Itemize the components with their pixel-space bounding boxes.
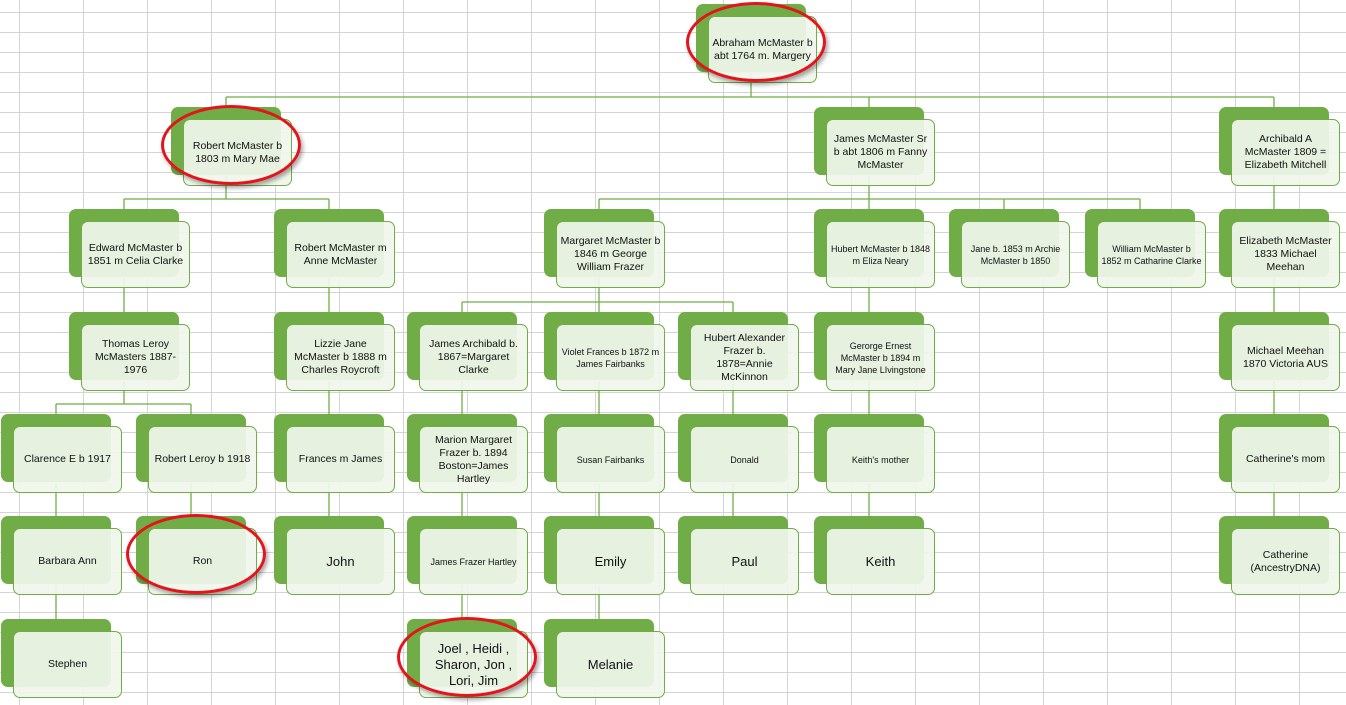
person-node-jamessr[interactable]: James McMaster Sr b abt 1806 m Fanny McM… xyxy=(814,107,937,188)
person-label: Thomas Leroy McMasters 1887-1976 xyxy=(81,324,190,391)
person-node-george[interactable]: Gerorge Ernest McMaster b 1894 m Mary Ja… xyxy=(814,312,937,393)
person-label: Joel , Heidi , Sharon, Jon , Lori, Jim xyxy=(419,631,528,698)
person-label: James Archibald b. 1867=Margaret Clarke xyxy=(419,324,528,391)
person-label: Jane b. 1853 m Archie McMaster b 1850 xyxy=(961,221,1070,288)
person-label: Hubert McMaster b 1848 m Eliza Neary xyxy=(826,221,935,288)
person-node-jfh[interactable]: James Frazer Hartley xyxy=(407,516,530,597)
person-node-catmom[interactable]: Catherine's mom xyxy=(1219,414,1342,495)
person-node-abraham[interactable]: Abraham McMaster b abt 1764 m. Margery xyxy=(696,4,819,85)
person-label: Paul xyxy=(690,528,799,595)
person-node-hubertalex[interactable]: Hubert Alexander Frazer b. 1878=Annie Mc… xyxy=(678,312,801,393)
person-node-robertleroy[interactable]: Robert Leroy b 1918 xyxy=(136,414,259,495)
person-label: Emily xyxy=(556,528,665,595)
person-node-susan[interactable]: Susan Fairbanks xyxy=(544,414,667,495)
person-label: Robert McMaster b 1803 m Mary Mae xyxy=(183,119,292,186)
person-node-catherine[interactable]: Catherine (AncestryDNA) xyxy=(1219,516,1342,597)
person-label: Ron xyxy=(148,528,257,595)
person-node-hubert[interactable]: Hubert McMaster b 1848 m Eliza Neary xyxy=(814,209,937,290)
person-node-elizabeth[interactable]: Elizabeth McMaster 1833 Michael Meehan xyxy=(1219,209,1342,290)
person-node-melanie[interactable]: Melanie xyxy=(544,619,667,700)
person-node-barbara[interactable]: Barbara Ann xyxy=(1,516,124,597)
person-node-donald[interactable]: Donald xyxy=(678,414,801,495)
person-label: Stephen xyxy=(13,631,122,698)
person-label: Violet Frances b 1872 m James Fairbanks xyxy=(556,324,665,391)
person-node-violet[interactable]: Violet Frances b 1872 m James Fairbanks xyxy=(544,312,667,393)
person-label: John xyxy=(286,528,395,595)
person-label: Michael Meehan 1870 Victoria AUS xyxy=(1231,324,1340,391)
person-label: Lizzie Jane McMaster b 1888 m Charles Ro… xyxy=(286,324,395,391)
person-node-michael[interactable]: Michael Meehan 1870 Victoria AUS xyxy=(1219,312,1342,393)
person-label: Susan Fairbanks xyxy=(556,426,665,493)
person-label: Margaret McMaster b 1846 m George Willia… xyxy=(556,221,665,288)
person-label: Edward McMaster b 1851 m Celia Clarke xyxy=(81,221,190,288)
person-label: Elizabeth McMaster 1833 Michael Meehan xyxy=(1231,221,1340,288)
person-node-frances[interactable]: Frances m James xyxy=(274,414,397,495)
person-label: Gerorge Ernest McMaster b 1894 m Mary Ja… xyxy=(826,324,935,391)
person-node-margaret[interactable]: Margaret McMaster b 1846 m George Willia… xyxy=(544,209,667,290)
person-label: Keith's mother xyxy=(826,426,935,493)
person-node-keithmom[interactable]: Keith's mother xyxy=(814,414,937,495)
person-node-robert2[interactable]: Robert McMaster m Anne McMaster xyxy=(274,209,397,290)
person-label: James McMaster Sr b abt 1806 m Fanny McM… xyxy=(826,119,935,186)
person-label: Marion Margaret Frazer b. 1894 Boston=Ja… xyxy=(419,426,528,493)
person-node-lizzie[interactable]: Lizzie Jane McMaster b 1888 m Charles Ro… xyxy=(274,312,397,393)
person-node-clarence[interactable]: Clarence E b 1917 xyxy=(1,414,124,495)
person-label: Clarence E b 1917 xyxy=(13,426,122,493)
person-node-marion[interactable]: Marion Margaret Frazer b. 1894 Boston=Ja… xyxy=(407,414,530,495)
person-node-ron[interactable]: Ron xyxy=(136,516,259,597)
person-node-thomas[interactable]: Thomas Leroy McMasters 1887-1976 xyxy=(69,312,192,393)
person-label: Keith xyxy=(826,528,935,595)
person-node-keith[interactable]: Keith xyxy=(814,516,937,597)
person-node-archibald[interactable]: Archibald A McMaster 1809 = Elizabeth Mi… xyxy=(1219,107,1342,188)
person-label: Frances m James xyxy=(286,426,395,493)
person-label: Donald xyxy=(690,426,799,493)
person-node-paul[interactable]: Paul xyxy=(678,516,801,597)
person-label: Robert McMaster m Anne McMaster xyxy=(286,221,395,288)
person-label: Hubert Alexander Frazer b. 1878=Annie Mc… xyxy=(690,324,799,391)
person-node-john[interactable]: John xyxy=(274,516,397,597)
person-label: Catherine's mom xyxy=(1231,426,1340,493)
person-node-jamesarch[interactable]: James Archibald b. 1867=Margaret Clarke xyxy=(407,312,530,393)
person-node-jane[interactable]: Jane b. 1853 m Archie McMaster b 1850 xyxy=(949,209,1072,290)
person-label: Barbara Ann xyxy=(13,528,122,595)
person-node-robert[interactable]: Robert McMaster b 1803 m Mary Mae xyxy=(171,107,294,188)
person-label: Robert Leroy b 1918 xyxy=(148,426,257,493)
person-label: William McMaster b 1852 m Catharine Clar… xyxy=(1097,221,1206,288)
person-label: Archibald A McMaster 1809 = Elizabeth Mi… xyxy=(1231,119,1340,186)
person-label: Abraham McMaster b abt 1764 m. Margery xyxy=(708,16,817,83)
person-label: Catherine (AncestryDNA) xyxy=(1231,528,1340,595)
person-node-stephen[interactable]: Stephen xyxy=(1,619,124,700)
person-node-edward[interactable]: Edward McMaster b 1851 m Celia Clarke xyxy=(69,209,192,290)
person-node-william[interactable]: William McMaster b 1852 m Catharine Clar… xyxy=(1085,209,1208,290)
person-node-joel[interactable]: Joel , Heidi , Sharon, Jon , Lori, Jim xyxy=(407,619,530,700)
person-label: Melanie xyxy=(556,631,665,698)
person-node-emily[interactable]: Emily xyxy=(544,516,667,597)
person-label: James Frazer Hartley xyxy=(419,528,528,595)
